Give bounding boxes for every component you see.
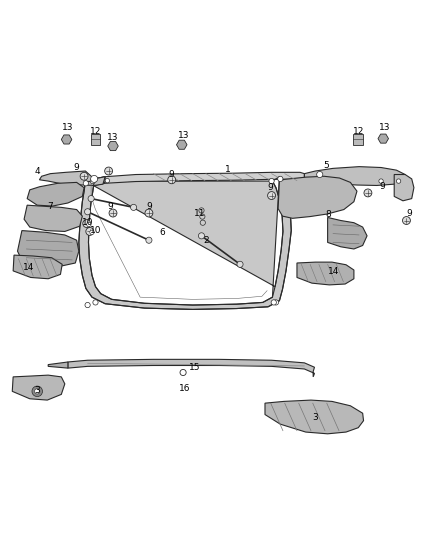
Polygon shape — [278, 176, 357, 219]
Bar — [91, 134, 100, 145]
Text: 9: 9 — [107, 201, 113, 211]
Circle shape — [32, 386, 42, 397]
Text: 13: 13 — [178, 131, 190, 140]
Circle shape — [90, 179, 95, 184]
Polygon shape — [48, 362, 68, 368]
Polygon shape — [304, 167, 405, 185]
Circle shape — [364, 189, 372, 197]
Circle shape — [403, 216, 410, 224]
Polygon shape — [297, 262, 354, 285]
Circle shape — [145, 209, 153, 217]
Circle shape — [268, 191, 276, 199]
Text: 11: 11 — [194, 208, 205, 217]
Circle shape — [317, 172, 323, 177]
Polygon shape — [27, 182, 84, 206]
Circle shape — [109, 209, 117, 217]
Circle shape — [93, 300, 98, 305]
Text: 13: 13 — [62, 123, 74, 132]
Polygon shape — [378, 134, 389, 143]
Circle shape — [379, 179, 383, 183]
Text: 13: 13 — [107, 133, 119, 142]
Text: 9: 9 — [268, 183, 274, 192]
Text: 16: 16 — [179, 384, 191, 393]
Circle shape — [237, 261, 243, 268]
Text: 10: 10 — [90, 226, 101, 235]
Text: 14: 14 — [23, 263, 34, 272]
Circle shape — [35, 389, 40, 394]
Circle shape — [83, 181, 88, 186]
Text: 3: 3 — [312, 413, 318, 422]
Circle shape — [200, 214, 205, 219]
Circle shape — [198, 233, 205, 239]
Polygon shape — [108, 141, 118, 151]
Circle shape — [131, 204, 137, 211]
Circle shape — [83, 220, 91, 228]
Bar — [353, 134, 363, 145]
Text: 3: 3 — [34, 385, 40, 394]
Circle shape — [105, 167, 113, 175]
Polygon shape — [328, 217, 367, 249]
Text: 9: 9 — [379, 182, 385, 191]
Circle shape — [273, 300, 279, 305]
Circle shape — [105, 179, 110, 183]
Circle shape — [278, 176, 283, 182]
Circle shape — [199, 208, 204, 213]
Polygon shape — [79, 177, 291, 310]
Text: 4: 4 — [35, 166, 40, 175]
Circle shape — [80, 172, 88, 180]
Polygon shape — [177, 140, 187, 149]
Polygon shape — [24, 205, 82, 231]
Polygon shape — [394, 174, 414, 201]
Text: 13: 13 — [379, 123, 390, 132]
Text: 2: 2 — [203, 236, 208, 245]
Circle shape — [91, 175, 98, 182]
Polygon shape — [13, 255, 62, 279]
Polygon shape — [39, 171, 105, 185]
Circle shape — [146, 237, 152, 243]
Text: 9: 9 — [74, 164, 80, 173]
Circle shape — [88, 196, 94, 201]
Text: 5: 5 — [323, 161, 329, 170]
Circle shape — [85, 209, 91, 215]
Text: 12: 12 — [90, 127, 101, 136]
Polygon shape — [18, 231, 79, 266]
Circle shape — [269, 179, 274, 184]
Circle shape — [90, 230, 94, 235]
Polygon shape — [61, 135, 72, 144]
Text: 9: 9 — [169, 170, 175, 179]
Circle shape — [85, 302, 90, 308]
Text: 6: 6 — [159, 228, 165, 237]
Text: 1: 1 — [225, 165, 231, 174]
Text: 14: 14 — [328, 267, 339, 276]
Circle shape — [271, 300, 276, 305]
Circle shape — [396, 179, 401, 183]
Polygon shape — [265, 400, 364, 434]
Circle shape — [200, 220, 205, 225]
Circle shape — [87, 222, 91, 227]
Polygon shape — [85, 177, 105, 185]
Text: 9: 9 — [406, 208, 413, 217]
Text: 8: 8 — [325, 211, 332, 219]
Text: 12: 12 — [353, 127, 364, 136]
Circle shape — [168, 176, 176, 184]
Circle shape — [86, 228, 94, 236]
Circle shape — [180, 369, 186, 376]
Text: 9: 9 — [146, 201, 152, 211]
Polygon shape — [12, 375, 65, 400]
Text: 7: 7 — [47, 201, 53, 211]
Polygon shape — [94, 172, 304, 185]
Text: 10: 10 — [82, 218, 93, 227]
Text: 15: 15 — [189, 363, 201, 372]
Polygon shape — [68, 359, 314, 377]
